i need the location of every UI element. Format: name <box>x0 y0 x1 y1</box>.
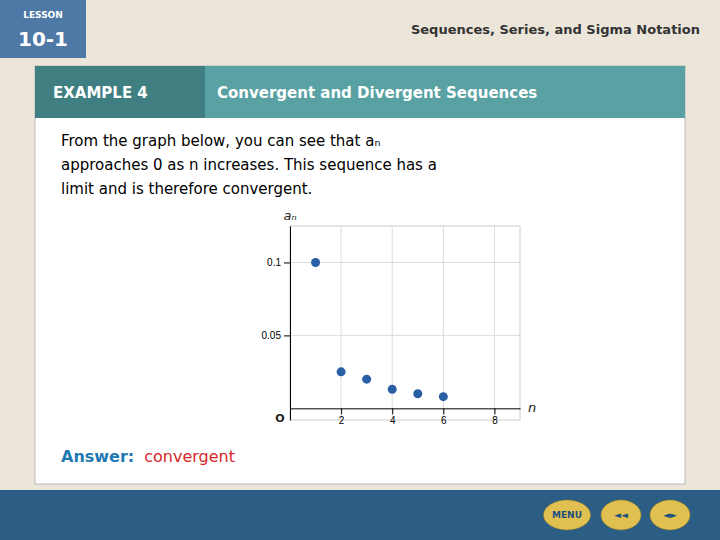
x-axis-line <box>291 408 521 409</box>
y-axis: 0.05 0.1 <box>262 227 291 421</box>
nav-bar <box>0 490 720 540</box>
origin-label: O <box>275 412 284 425</box>
section-title: Sequences, Series, and Sigma Notation <box>411 22 700 37</box>
header-bar <box>35 66 685 118</box>
body-text: limit and is therefore convergent. <box>61 180 312 198</box>
point <box>362 375 371 384</box>
body-text: approaches 0 as n increases. This sequen… <box>61 156 437 174</box>
page: LESSON 10-1 Sequences, Series, and Sigma N… <box>0 0 720 540</box>
grid-line <box>341 226 342 420</box>
nav-button <box>544 500 591 530</box>
x-tick-label: 6 <box>441 415 447 426</box>
x-tick-mark <box>443 408 444 414</box>
nav-button <box>601 500 641 530</box>
point <box>439 392 448 401</box>
x-tick-label: 2 <box>339 415 345 426</box>
grid-line <box>290 335 520 336</box>
point <box>388 385 397 394</box>
grid-line <box>443 226 444 420</box>
body-text: From the graph below, you can see that a… <box>61 132 380 150</box>
y-tick: 0.1 <box>267 257 290 268</box>
chart: 2 4 6 8 0.05 0.1 n aₙ O <box>262 208 537 426</box>
grid-line <box>494 226 495 420</box>
answer-text: convergent <box>144 447 235 466</box>
x-tick-mark <box>392 408 393 414</box>
x-axis-title: n <box>528 400 536 415</box>
title: Convergent and Divergent Sequences <box>217 84 537 102</box>
x-tick: 4 <box>390 408 396 426</box>
y-tick-mark <box>284 262 290 263</box>
example-label: EXAMPLE 4 <box>53 84 148 102</box>
grid <box>290 226 520 420</box>
answer-label: Answer: <box>61 447 134 466</box>
y-tick-label: 0.1 <box>267 257 281 268</box>
x-tick-label: 8 <box>492 415 498 426</box>
y-axis-line <box>290 227 291 421</box>
x-tick-label: 4 <box>390 415 396 426</box>
page-background <box>0 0 720 540</box>
y-tick-label: 0.05 <box>262 330 282 341</box>
x-tick-mark <box>341 408 342 414</box>
x-axis: 2 4 6 8 <box>291 408 521 426</box>
point <box>413 389 422 398</box>
x-tick: 8 <box>492 408 498 426</box>
content-box <box>35 66 685 484</box>
lesson-label: LESSON <box>23 10 63 20</box>
point <box>337 367 346 376</box>
nav-button-label: MENU <box>552 510 582 520</box>
x-tick: 6 <box>441 408 447 426</box>
nav-button-label: ◄► <box>663 510 677 520</box>
lesson-box <box>0 0 86 58</box>
nav-button-label: ◄◄ <box>614 510 628 520</box>
point <box>311 258 320 267</box>
x-tick: 2 <box>339 408 345 426</box>
grid-line <box>290 262 520 263</box>
plot-frame <box>290 226 520 420</box>
lesson-number: 10-1 <box>18 27 68 51</box>
nav-button <box>650 500 690 530</box>
y-axis-title: aₙ <box>283 208 296 223</box>
x-tick-mark <box>494 408 495 414</box>
example-box <box>35 66 205 118</box>
points <box>311 258 448 401</box>
y-tick-mark <box>284 335 290 336</box>
y-tick: 0.05 <box>262 330 290 341</box>
